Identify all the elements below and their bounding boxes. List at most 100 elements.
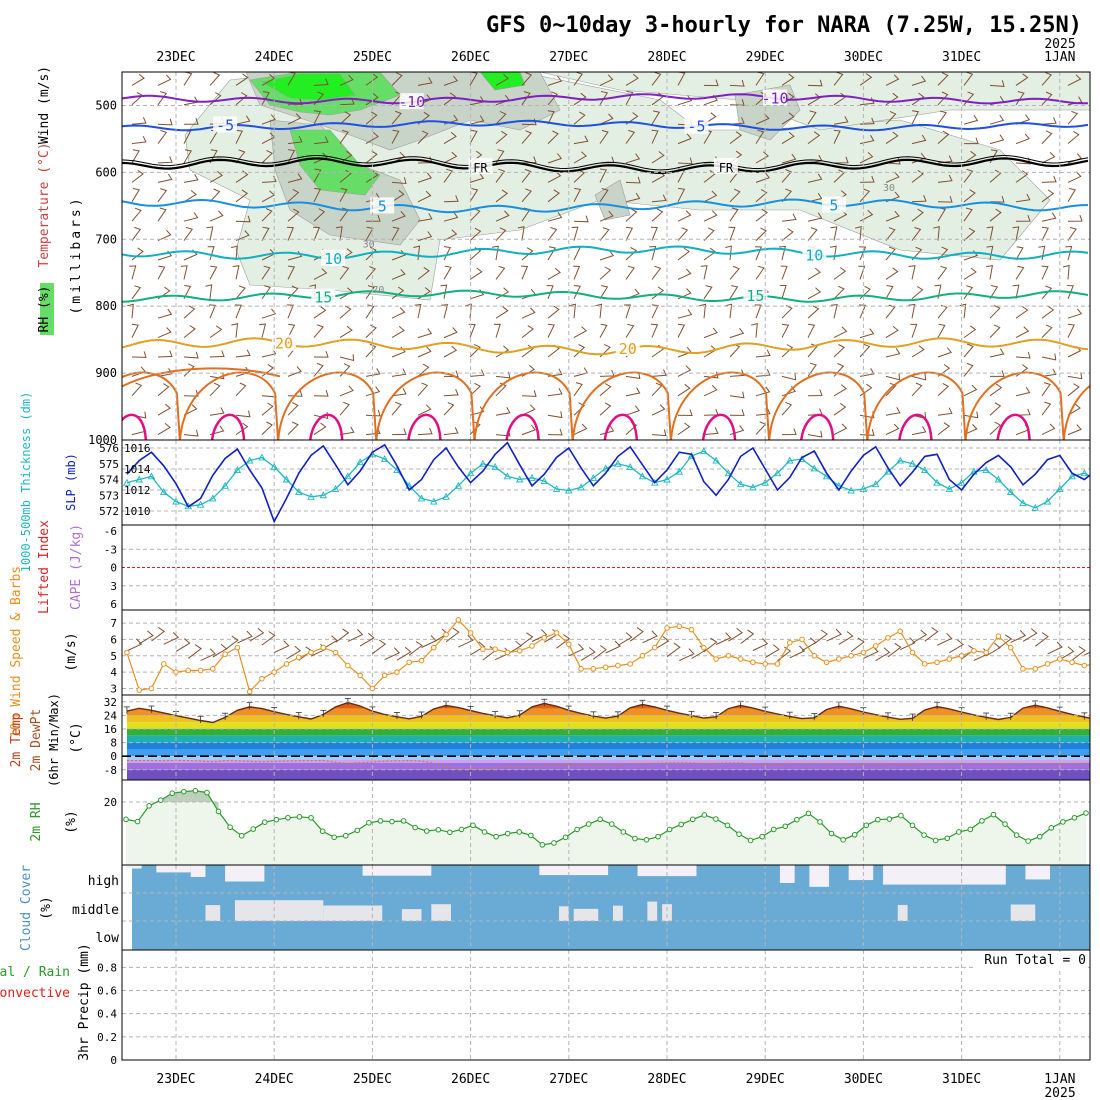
- wind10m-barb: [936, 632, 953, 646]
- wind-barb: [963, 150, 977, 164]
- temperature-line: [126, 701, 1090, 724]
- wind-barb: [729, 391, 745, 399]
- precip-tick-label: 0.8: [97, 961, 117, 974]
- wind-barb: [595, 303, 603, 319]
- isotherm-label: -10: [398, 93, 425, 111]
- wind-barb: [131, 117, 147, 125]
- wind-barb: [750, 323, 758, 338]
- wind-barb: [1015, 386, 1031, 397]
- rh2m-point: [828, 830, 835, 837]
- wind-barb: [495, 210, 510, 222]
- wind-barb: [417, 346, 432, 358]
- rh2m-point: [354, 827, 361, 834]
- cloud-high-clear: [883, 865, 1006, 885]
- wind-barb: [625, 265, 635, 280]
- isotherm-30-loop: [210, 413, 246, 440]
- wind10m-barb: [629, 627, 644, 642]
- wind-barb: [287, 323, 296, 338]
- wind-barb: [937, 110, 948, 125]
- cloud-middle-clear: [323, 905, 383, 921]
- wind-barb: [573, 135, 589, 145]
- wind10m-barb: [126, 638, 143, 652]
- wind-barb: [599, 74, 614, 86]
- wind-barb: [391, 326, 405, 339]
- thickness-marker: [650, 478, 659, 486]
- wind-barb: [703, 327, 718, 339]
- wind10m-barb: [580, 647, 596, 661]
- wind-barb: [830, 304, 838, 319]
- wind-barb: [1067, 383, 1080, 397]
- rh2m-point: [319, 828, 326, 835]
- wind10m-barb: [752, 638, 769, 651]
- wind-barb: [495, 345, 510, 358]
- rh2m-point: [597, 816, 604, 823]
- wind-barb: [754, 304, 762, 319]
- wind10m-speed-point: [320, 644, 327, 651]
- rh2m-point: [389, 818, 395, 825]
- thickness-marker: [270, 462, 278, 470]
- wind-barb: [1041, 305, 1055, 319]
- rh2m-point: [539, 842, 546, 848]
- wind-barb: [625, 129, 636, 144]
- thickness-marker: [896, 456, 904, 464]
- wind-barb: [521, 188, 532, 203]
- wind-barb: [495, 371, 511, 379]
- wind-barb: [313, 389, 329, 397]
- isotherm-label-bg: [763, 89, 788, 106]
- wind10m-speed-point: [602, 664, 609, 671]
- wind-barb: [1015, 193, 1031, 203]
- wind-barb: [313, 324, 324, 338]
- lifted-tick-label: 3: [110, 580, 117, 593]
- wind10m-speed-point: [271, 669, 278, 675]
- wind-barb: [599, 425, 615, 436]
- wind-barb: [495, 306, 509, 319]
- wind-barb: [807, 389, 823, 397]
- date-label-top: 28DEC: [647, 50, 686, 65]
- wind-barb: [911, 134, 927, 145]
- wind-barb: [885, 423, 900, 436]
- wind-barb: [131, 351, 147, 358]
- wind-barb: [651, 404, 666, 416]
- wind10m-barb: [445, 627, 460, 643]
- wind-barb: [391, 129, 400, 144]
- cloud-middle-clear: [1010, 904, 1036, 921]
- thickness-marker: [1031, 503, 1040, 511]
- wind-barb: [677, 409, 693, 417]
- thickness-line: [126, 450, 1090, 509]
- rh2m-point: [782, 823, 789, 830]
- wind-barb: [755, 407, 771, 416]
- wind-barb: [209, 149, 218, 164]
- wind-barb: [1015, 215, 1031, 222]
- rh2m-point: [608, 821, 615, 827]
- wind-barb: [313, 187, 322, 203]
- cloud-high-clear: [809, 865, 830, 887]
- wind-barb: [989, 324, 1001, 338]
- wind-barb: [183, 226, 194, 241]
- wind-barb: [443, 327, 458, 339]
- wind10m-speed-point: [1069, 659, 1075, 666]
- wind-barb: [885, 210, 900, 222]
- wind-barb: [963, 384, 978, 397]
- wind-barb: [963, 285, 974, 300]
- wind-barb: [287, 421, 299, 435]
- wind-barb: [469, 343, 481, 358]
- wind-barb: [235, 366, 251, 377]
- cloud-high-clear: [539, 865, 609, 876]
- wind-barb: [157, 173, 173, 183]
- wind-barb: [261, 402, 274, 416]
- wind-barb: [911, 227, 922, 241]
- wind10m-speed-point: [750, 659, 756, 666]
- wind-barb: [287, 98, 303, 106]
- wind-barb: [521, 390, 537, 397]
- isotherm-30-loop: [603, 413, 639, 440]
- year-label-top: 2025: [1044, 37, 1075, 52]
- wind-barb: [131, 135, 147, 145]
- pressure-tick-label: 700: [95, 232, 117, 246]
- isotherm-label: 5: [829, 197, 838, 215]
- wind10m-barb: [323, 635, 338, 650]
- wind-barb: [547, 227, 558, 241]
- wind-barb: [937, 72, 949, 86]
- thickness-marker: [356, 458, 364, 466]
- wind-barb: [440, 284, 448, 299]
- wind-barb: [573, 326, 588, 339]
